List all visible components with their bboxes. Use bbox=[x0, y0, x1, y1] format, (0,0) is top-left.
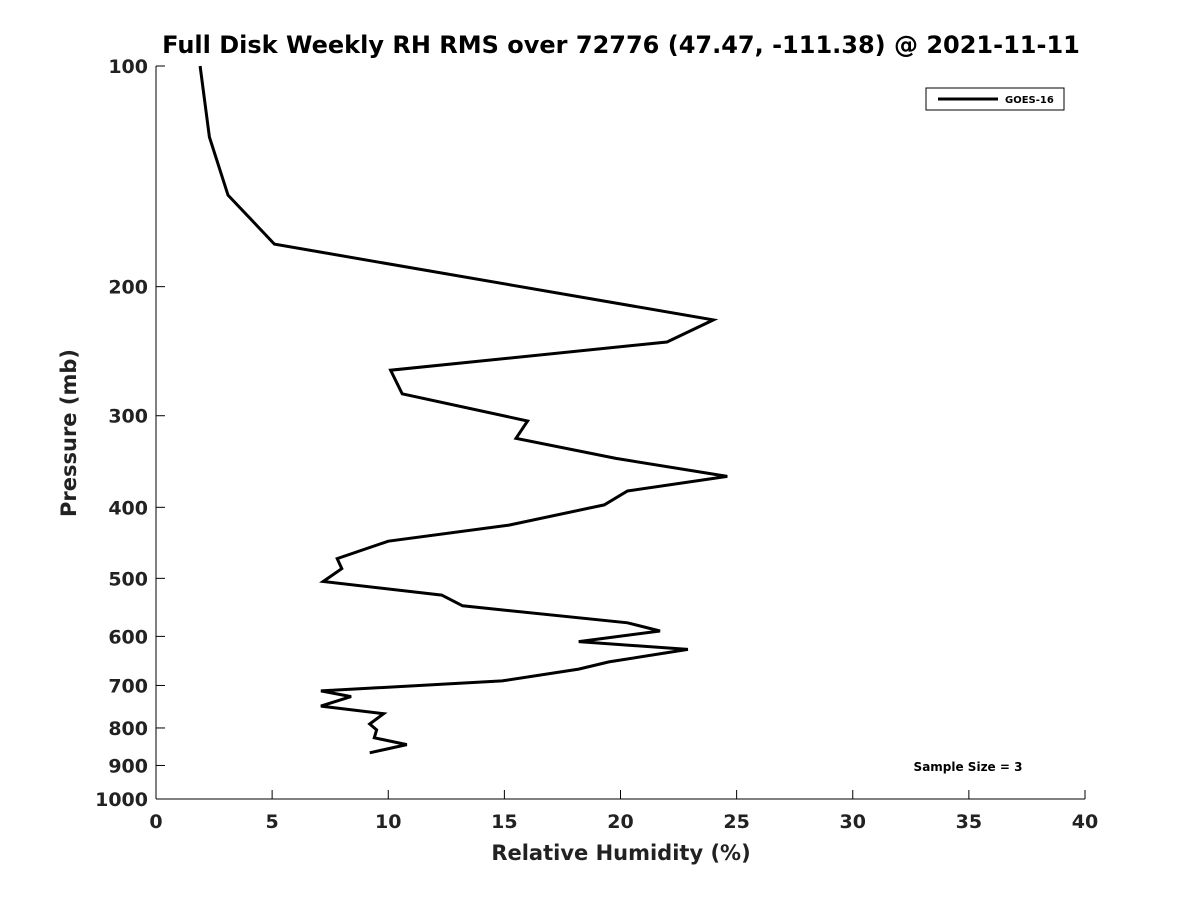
legend-label-goes-16: GOES-16 bbox=[1005, 95, 1054, 106]
y-tick-label: 700 bbox=[108, 675, 148, 697]
x-tick-label: 35 bbox=[956, 811, 982, 833]
y-tick-label: 600 bbox=[108, 626, 148, 648]
x-tick-label: 30 bbox=[840, 811, 866, 833]
x-tick-label: 5 bbox=[266, 811, 279, 833]
x-tick-label: 15 bbox=[491, 811, 517, 833]
y-tick-label: 900 bbox=[108, 755, 148, 777]
x-tick-label: 40 bbox=[1072, 811, 1098, 833]
y-tick-label: 200 bbox=[108, 277, 148, 299]
series-group bbox=[198, 65, 728, 755]
y-axis-label: Pressure (mb) bbox=[57, 349, 81, 517]
chart-title: Full Disk Weekly RH RMS over 72776 (47.4… bbox=[162, 31, 1080, 59]
x-tick-label: 20 bbox=[607, 811, 633, 833]
y-tick-label: 800 bbox=[108, 718, 148, 740]
x-tick-label: 10 bbox=[375, 811, 401, 833]
legend: GOES-16 bbox=[925, 87, 1065, 111]
y-tick-label: 300 bbox=[108, 406, 148, 428]
axes bbox=[155, 66, 1085, 800]
y-tick-label: 1000 bbox=[95, 789, 148, 811]
y-tick-label: 100 bbox=[108, 56, 148, 78]
x-axis-ticks: 0 5 10 15 20 25 30 35 40 bbox=[149, 790, 1098, 833]
y-tick-label: 400 bbox=[108, 497, 148, 519]
sample-size-annotation: Sample Size = 3 bbox=[914, 760, 1023, 774]
y-axis-ticks: 100 200 300 400 500 600 700 800 900 1000 bbox=[95, 56, 165, 811]
series-line-goes-16 bbox=[198, 65, 728, 755]
x-tick-label: 0 bbox=[149, 811, 162, 833]
x-axis-label: Relative Humidity (%) bbox=[491, 841, 750, 865]
y-tick-label: 500 bbox=[108, 568, 148, 590]
x-tick-label: 25 bbox=[723, 811, 749, 833]
